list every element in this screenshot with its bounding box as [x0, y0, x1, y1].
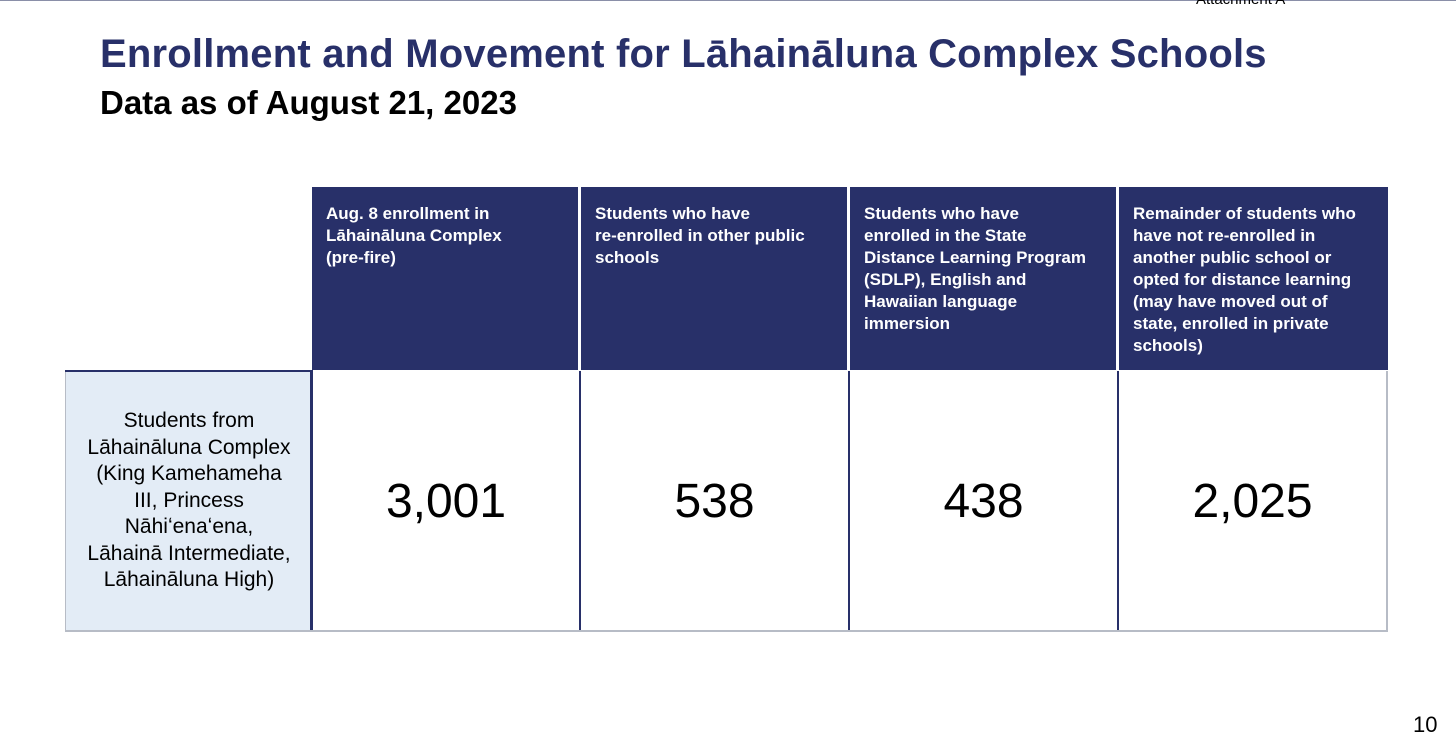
- row-label-divider: [310, 370, 313, 632]
- page-subtitle: Data as of August 21, 2023: [100, 84, 517, 121]
- attachment-label: Attachment A: [1196, 0, 1285, 8]
- row-label-text: Students from Lāhaināluna Complex (King …: [87, 409, 291, 592]
- table-bottom-border: [65, 630, 1388, 632]
- header-separator: [578, 187, 581, 370]
- value-reenrolled: 538: [674, 474, 755, 528]
- value-enrollment: 3,001: [385, 474, 507, 528]
- value-sdlp: 438: [943, 474, 1024, 528]
- column-divider: [848, 371, 850, 631]
- column-header-remainder: Remainder of students who have not re-en…: [1119, 187, 1388, 370]
- column-header-enrollment: Aug. 8 enrollment in Lāhaināluna Complex…: [312, 187, 580, 370]
- page-number: 10: [1413, 712, 1438, 737]
- table-right-border: [1386, 371, 1388, 632]
- header-separator: [1116, 187, 1119, 370]
- value-remainder: 2,025: [1192, 474, 1313, 528]
- column-divider: [579, 371, 581, 631]
- row-top-border: [65, 370, 312, 372]
- header-separator: [847, 187, 850, 370]
- column-divider: [1117, 371, 1119, 631]
- page-title: Enrollment and Movement for Lāhaināluna …: [100, 32, 1267, 76]
- row-label-cell: Students from Lāhaināluna Complex (King …: [65, 371, 312, 631]
- column-header-reenrolled: Students who have re-enrolled in other p…: [581, 187, 849, 370]
- top-rule: [0, 0, 1456, 1]
- column-header-sdlp: Students who have enrolled in the State …: [850, 187, 1118, 370]
